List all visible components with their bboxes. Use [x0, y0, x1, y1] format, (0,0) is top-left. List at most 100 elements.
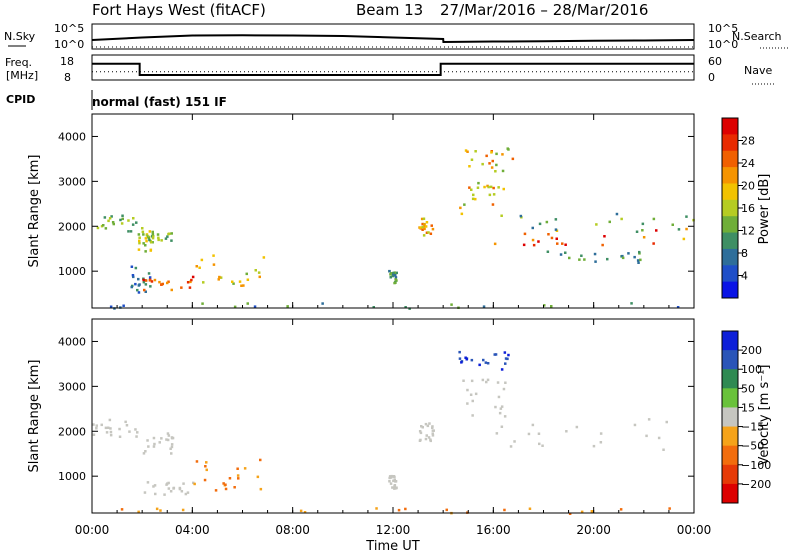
- scatter-point: [499, 407, 503, 410]
- scatter-point: [641, 229, 644, 232]
- scatter-point: [121, 217, 124, 221]
- scatter-point: [427, 231, 430, 234]
- scatter-point: [494, 353, 498, 356]
- scatter-point: [201, 302, 204, 305]
- power-panel: 1000 2000 3000 4000 Slant Range [km] 4 8 12 16…: [27, 113, 772, 310]
- scatter-point: [135, 221, 138, 224]
- freq-left-tick-high: 18: [60, 55, 74, 68]
- scatter-point: [170, 232, 173, 235]
- scatter-point: [137, 233, 141, 236]
- scatter-point: [233, 486, 236, 489]
- scatter-point: [652, 242, 655, 245]
- noise-left-tick-high: 10^5: [54, 22, 84, 35]
- scatter-point: [419, 431, 423, 435]
- scatter-point: [492, 186, 495, 190]
- scatter-point: [202, 281, 205, 284]
- scatter-point: [137, 284, 141, 287]
- scatter-point: [460, 361, 463, 364]
- scatter-point: [500, 368, 504, 371]
- scatter-point: [105, 431, 109, 434]
- scatter-point: [166, 482, 169, 485]
- scatter-point: [470, 358, 474, 362]
- scatter-point: [593, 252, 597, 256]
- scatter-point: [142, 280, 146, 284]
- scatter-point: [421, 225, 424, 229]
- scatter-point: [127, 230, 130, 233]
- colorbar-tick-label: 100: [741, 363, 762, 376]
- scatter-point: [222, 482, 225, 485]
- scatter-point: [170, 452, 173, 455]
- colorbar-tick-label: 16: [741, 202, 755, 215]
- scatter-point: [501, 153, 504, 156]
- scatter-point: [682, 237, 686, 241]
- scatter-point: [421, 228, 424, 231]
- scatter-point: [142, 452, 146, 455]
- scatter-point: [253, 305, 257, 308]
- scatter-point: [166, 438, 170, 442]
- scatter-point: [531, 226, 534, 230]
- scatter-point: [498, 411, 502, 415]
- time-axis: 00:00 04:00 08:00 12:00 16:00 20:00 00:00: [75, 523, 712, 537]
- scatter-point: [655, 229, 658, 232]
- scatter-point: [491, 203, 495, 206]
- power-ylabel: Slant Range [km]: [27, 155, 42, 268]
- nave-label: Nave: [744, 64, 772, 77]
- scatter-point: [134, 428, 137, 431]
- scatter-point: [537, 240, 540, 243]
- scatter-point: [391, 486, 394, 489]
- scatter-point: [474, 392, 478, 396]
- scatter-point: [120, 508, 124, 511]
- scatter-point: [527, 432, 531, 436]
- y-tick-label: 3000: [58, 175, 86, 188]
- velocity-panel: 1000 2000 3000 4000 Slant Range [km] 200 100…: [27, 318, 772, 554]
- scatter-point: [484, 361, 488, 364]
- scatter-point: [137, 277, 140, 281]
- scatter-point: [545, 220, 549, 224]
- scatter-point: [425, 221, 429, 224]
- scatter-point: [391, 274, 394, 278]
- colorbar-segment: [722, 150, 738, 168]
- scatter-point: [394, 278, 397, 281]
- scatter-point: [186, 491, 190, 494]
- scatter-point: [471, 399, 474, 403]
- x-tick-label: 00:00: [75, 523, 110, 537]
- scatter-point: [132, 275, 135, 279]
- scatter-point: [143, 491, 147, 494]
- scatter-point: [121, 214, 124, 217]
- scatter-point: [642, 236, 646, 239]
- scatter-point: [166, 281, 169, 285]
- x-tick-label: 08:00: [275, 523, 310, 537]
- freq-left-label-line2: [MHz]: [6, 69, 38, 82]
- scatter-point: [110, 215, 113, 218]
- scatter-point: [423, 227, 426, 231]
- scatter-point: [157, 236, 160, 240]
- scatter-point: [149, 285, 152, 288]
- scatter-point: [495, 432, 499, 435]
- scatter-point: [470, 379, 474, 383]
- scatter-point: [195, 265, 198, 268]
- scatter-point: [497, 186, 500, 189]
- scatter-point: [128, 430, 131, 433]
- scatter-point: [594, 260, 597, 263]
- scatter-point: [108, 217, 112, 220]
- scatter-point: [138, 236, 141, 239]
- scatter-point: [134, 266, 138, 270]
- scatter-point: [482, 305, 486, 308]
- scatter-point: [231, 280, 234, 283]
- beam-label: Beam 13: [356, 1, 423, 19]
- scatter-point: [685, 215, 688, 218]
- scatter-point: [468, 165, 471, 168]
- scatter-point: [147, 236, 150, 240]
- velocity-colorbar-label: Velocity [m s⁻¹]: [757, 365, 772, 466]
- scatter-point: [167, 434, 171, 437]
- scatter-point: [633, 255, 636, 259]
- scatter-point: [152, 436, 156, 440]
- x-tick-label: 16:00: [476, 523, 511, 537]
- scatter-point: [160, 437, 163, 440]
- scatter-point: [450, 303, 453, 306]
- scatter-point: [141, 227, 144, 230]
- scatter-point: [112, 222, 115, 226]
- scatter-point: [483, 185, 486, 189]
- scatter-point: [511, 157, 515, 161]
- scatter-point: [148, 276, 152, 279]
